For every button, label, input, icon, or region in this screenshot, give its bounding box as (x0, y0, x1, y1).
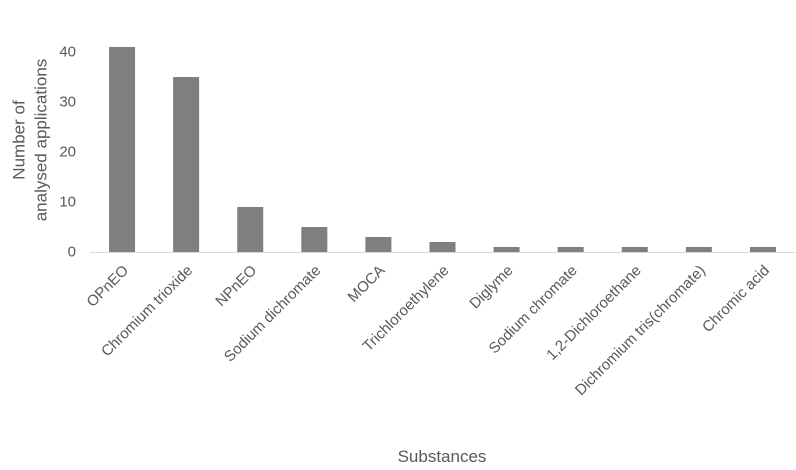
y-tick-label: 20 (59, 144, 76, 161)
bar (173, 77, 200, 252)
bar (685, 247, 712, 252)
y-tick-label: 40 (59, 44, 76, 61)
y-tick-label: 30 (59, 94, 76, 111)
y-axis-title-line-2: analysed applications (32, 59, 51, 222)
y-axis-ticks: 0 10 20 30 40 (59, 44, 76, 261)
bar (237, 207, 264, 252)
bar (621, 247, 648, 252)
bar (749, 247, 776, 252)
y-axis-title-line-1: Number of (10, 100, 29, 180)
x-tick-label: Dichromium tris(chromate) (572, 262, 709, 399)
bar (109, 47, 136, 252)
y-tick-label: 10 (59, 194, 76, 211)
x-axis-title: Substances (398, 447, 487, 466)
bars (109, 47, 776, 252)
x-tick-label: NPnEO (212, 262, 260, 310)
x-tick-label: OPnEO (83, 262, 132, 311)
y-tick-label: 0 (68, 244, 76, 261)
bar (557, 247, 584, 252)
y-axis-title: Number of analysed applications (10, 59, 51, 222)
bar (301, 227, 328, 252)
x-tick-label: Chromic acid (699, 262, 773, 336)
x-tick-label: Diglyme (466, 262, 516, 312)
x-tick-label: MOCA (345, 262, 389, 306)
bar (493, 247, 520, 252)
bar (429, 242, 456, 252)
bar (365, 237, 392, 252)
